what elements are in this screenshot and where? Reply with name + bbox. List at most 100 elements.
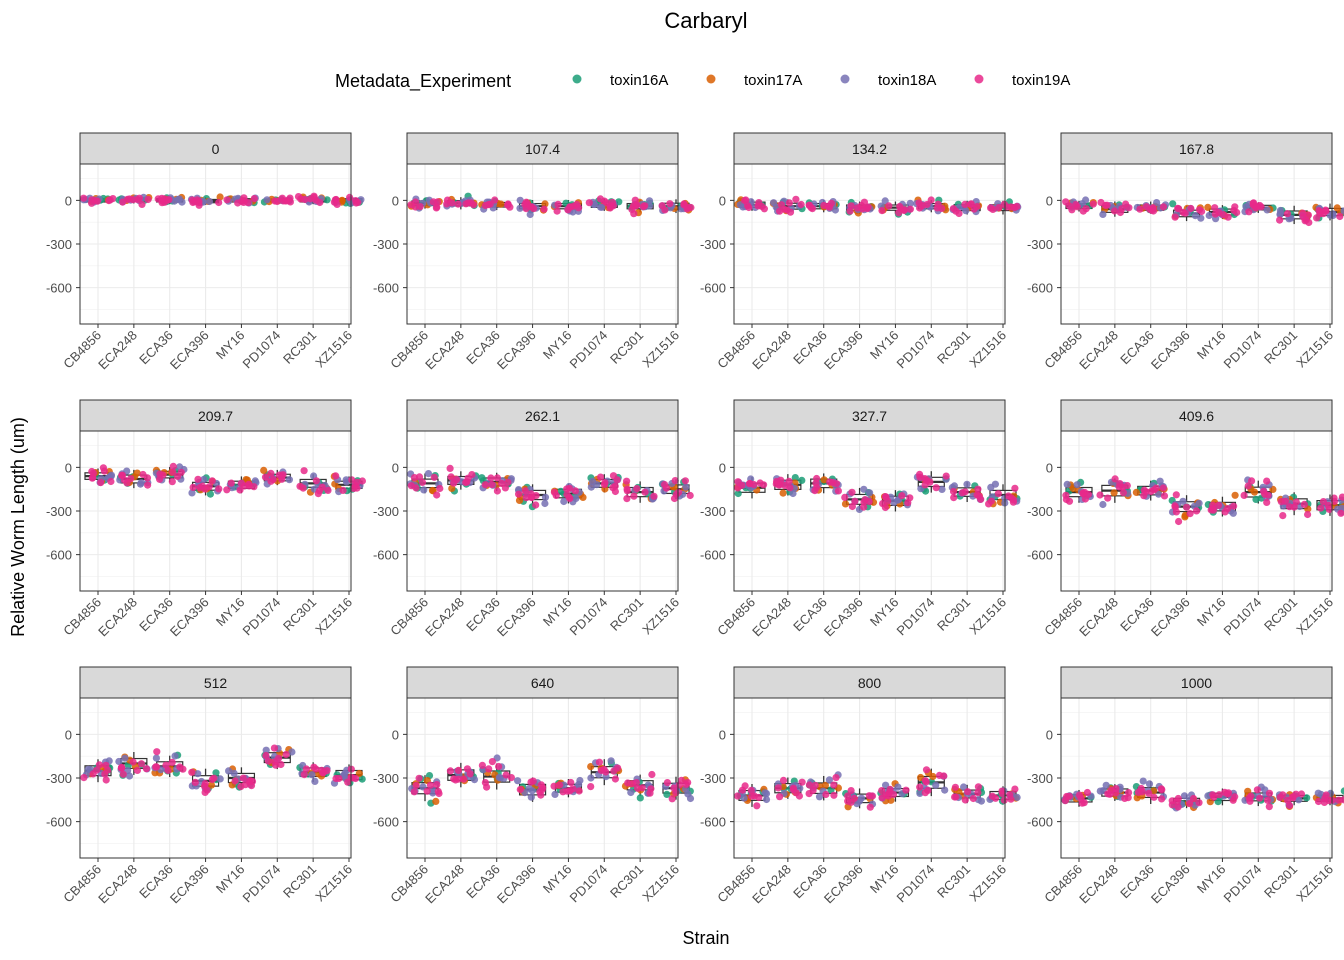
data-point-toxin18A (251, 477, 259, 485)
data-point-toxin19A (844, 792, 852, 800)
data-point-toxin19A (279, 471, 287, 479)
data-point-toxin19A (755, 793, 763, 802)
data-point-toxin18A (1139, 777, 1147, 785)
data-point-toxin19A (587, 783, 595, 791)
data-point-toxin19A (312, 477, 320, 485)
data-point-toxin19A (89, 473, 97, 481)
data-point-toxin19A (250, 483, 258, 491)
data-point-toxin19A (532, 501, 540, 509)
x-tick-label: ECA396 (167, 328, 212, 373)
data-point-toxin19A (861, 496, 869, 504)
data-point-toxin19A (1340, 796, 1344, 804)
data-point-toxin17A (1132, 488, 1140, 496)
data-point-toxin19A (961, 200, 969, 208)
data-point-toxin19A (569, 785, 577, 793)
x-tick-label: PD1074 (1221, 328, 1265, 372)
data-point-toxin19A (841, 493, 849, 501)
data-point-toxin17A (338, 196, 346, 204)
data-point-toxin18A (541, 493, 550, 501)
x-tick-label: XZ1516 (1293, 862, 1336, 905)
data-point-toxin16A (323, 196, 331, 204)
data-point-toxin18A (194, 770, 202, 778)
data-point-toxin19A (926, 478, 934, 486)
data-point-toxin18A (960, 783, 968, 791)
data-point-toxin18A (496, 774, 504, 782)
data-point-toxin19A (208, 477, 216, 485)
data-point-toxin19A (785, 477, 793, 485)
data-point-toxin18A (1099, 500, 1107, 509)
data-point-toxin19A (1175, 517, 1183, 526)
data-point-toxin19A (847, 202, 855, 210)
data-point-toxin19A (240, 198, 248, 206)
data-point-toxin19A (407, 482, 415, 490)
data-point-toxin19A (105, 197, 113, 205)
data-point-toxin19A (1116, 208, 1124, 217)
data-point-toxin19A (608, 198, 617, 206)
data-point-toxin19A (860, 503, 868, 511)
data-point-toxin19A (1103, 201, 1111, 209)
data-point-toxin19A (139, 470, 147, 479)
data-point-toxin19A (573, 200, 581, 208)
data-point-toxin19A (1264, 491, 1272, 499)
data-point-toxin19A (234, 199, 242, 207)
data-point-toxin19A (775, 481, 783, 489)
data-point-toxin19A (353, 484, 361, 492)
x-tick-label: PD1074 (894, 595, 938, 639)
y-tick-label: -600 (700, 281, 726, 296)
data-point-toxin18A (137, 479, 145, 487)
data-point-toxin19A (201, 780, 209, 788)
data-point-toxin19A (189, 198, 197, 207)
facet-strip-label: 262.1 (525, 408, 560, 424)
data-point-toxin19A (1062, 198, 1070, 206)
data-point-toxin17A (841, 500, 850, 508)
data-point-toxin17A (216, 193, 224, 201)
data-point-toxin19A (933, 204, 941, 212)
data-point-toxin19A (922, 778, 930, 786)
data-point-toxin17A (207, 781, 216, 789)
x-tick-label: ECA396 (167, 595, 212, 640)
legend-key-toxin18A (840, 74, 850, 84)
data-point-toxin19A (973, 491, 981, 499)
data-point-toxin19A (950, 494, 958, 502)
data-point-toxin19A (974, 783, 983, 791)
data-point-toxin19A (878, 207, 886, 215)
data-point-toxin19A (1125, 204, 1133, 212)
data-point-toxin19A (745, 480, 754, 488)
data-point-toxin19A (633, 201, 641, 209)
facet-strip-label: 134.2 (852, 141, 887, 157)
y-tick-label: -300 (700, 504, 726, 519)
x-tick-label: ECA248 (95, 862, 140, 907)
x-tick-label: PD1074 (240, 862, 284, 906)
data-point-toxin18A (541, 499, 549, 508)
data-point-toxin19A (921, 789, 929, 797)
x-tick-label: ECA396 (494, 862, 539, 907)
x-tick-label: PD1074 (894, 328, 938, 372)
data-point-toxin19A (747, 786, 755, 795)
data-point-toxin19A (236, 486, 244, 494)
y-tick-label: -300 (1027, 504, 1053, 519)
data-point-toxin19A (516, 785, 524, 794)
data-point-toxin19A (585, 199, 593, 207)
data-point-toxin19A (623, 485, 631, 493)
data-point-toxin19A (264, 757, 272, 765)
data-point-toxin19A (1299, 209, 1307, 217)
data-point-toxin19A (273, 197, 281, 206)
data-point-toxin19A (738, 481, 746, 489)
data-point-toxin19A (1265, 803, 1273, 811)
data-point-toxin19A (687, 203, 695, 212)
data-point-toxin19A (504, 201, 512, 209)
data-point-toxin19A (346, 193, 354, 201)
data-point-toxin19A (932, 484, 940, 492)
y-tick-label: -300 (46, 504, 72, 519)
data-point-toxin19A (246, 777, 254, 785)
data-point-toxin19A (797, 200, 805, 209)
data-point-toxin19A (1083, 788, 1091, 797)
data-point-toxin18A (125, 772, 134, 780)
data-point-toxin19A (526, 203, 535, 211)
y-tick-label: -300 (373, 237, 399, 252)
data-point-toxin19A (623, 477, 631, 485)
data-point-toxin19A (300, 771, 308, 779)
